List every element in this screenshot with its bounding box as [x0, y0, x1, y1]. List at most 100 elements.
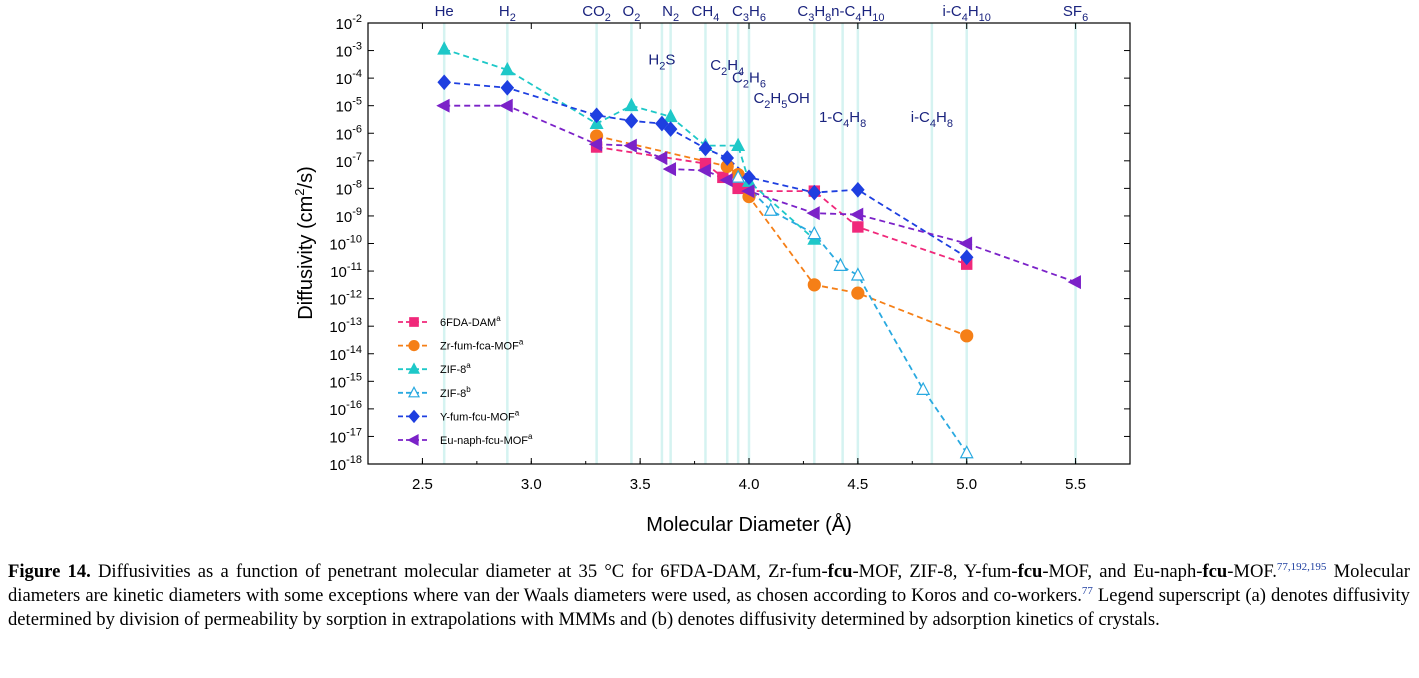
series-lines: [443, 48, 1076, 454]
data-point: [624, 97, 639, 112]
data-point: [851, 286, 865, 300]
series-line-y-fum-fcu-mof-a: [444, 81, 968, 259]
y-tick-label: 10-5: [336, 96, 362, 116]
series-line-zr-fum-fca-mof-a: [596, 135, 968, 337]
data-point: [849, 207, 864, 222]
data-point: [697, 163, 711, 178]
data-point: [959, 249, 974, 266]
caption-bold-3: fcu: [1202, 561, 1228, 582]
y-tick-label: 10-14: [329, 344, 362, 364]
y-axis-title: Diffusivity (cm2/s): [292, 166, 317, 320]
caption-text-1: Diffusivities as a function of penetrant…: [90, 561, 828, 582]
data-point: [731, 137, 746, 152]
legend-marker: [408, 340, 420, 352]
data-point: [663, 108, 678, 123]
y-tick-label: 10-7: [336, 151, 362, 171]
data-point: [698, 140, 713, 157]
legend-label: Eu-naph-fcu-MOFa: [440, 432, 533, 447]
data-point: [732, 182, 744, 195]
caption-text-5: Molecular diameters are kinetic diameter…: [8, 561, 1410, 606]
data-point: [807, 184, 822, 201]
data-point: [959, 445, 974, 459]
y-tick-label: 10-2: [336, 13, 362, 33]
y-tick-label: 10-4: [336, 68, 362, 88]
data-point: [1067, 275, 1081, 290]
data-point: [833, 257, 848, 271]
legend-label: ZIF-8a: [440, 361, 471, 376]
caption-bold-2: fcu: [1017, 561, 1043, 582]
x-tick-label: 3.5: [630, 476, 651, 493]
data-point: [960, 329, 974, 343]
x-tick-label: 4.5: [847, 476, 868, 493]
figure-caption: Figure 14. Diffusivities as a function o…: [8, 560, 1410, 632]
gas-label-inner: i-C4H8: [911, 109, 953, 130]
gas-label-inner: C2H4: [710, 57, 744, 78]
gas-labels-top: He H2 CO2 O2 N2 CH4 C3H6 C3H8 n-C4H10 i-C4H10 SF6: [435, 3, 1089, 24]
caption-text-4: -MOF.: [1227, 561, 1277, 582]
gas-label-top: N2: [662, 3, 679, 24]
data-point: [500, 61, 515, 76]
data-point: [741, 184, 755, 199]
data-point: [655, 115, 669, 132]
y-tick-label: 10-8: [336, 178, 362, 198]
legend-marker: [408, 409, 420, 424]
gas-label-top: SF6: [1063, 3, 1088, 24]
caption-refs-2[interactable]: 77: [1081, 584, 1093, 597]
legend-label: ZIF-8b: [440, 385, 471, 400]
legend-marker: [409, 317, 419, 327]
data-point: [624, 113, 639, 129]
y-tick-label: 10-6: [336, 123, 362, 143]
caption-bold-1: fcu: [827, 561, 853, 582]
caption-text-2: -MOF, ZIF-8, Y-fum-: [852, 561, 1018, 582]
data-point: [958, 236, 973, 251]
data-point: [763, 202, 778, 216]
gas-reference-lines: [442, 23, 1077, 464]
legend-marker: [408, 386, 420, 398]
data-point: [589, 107, 604, 124]
x-tick-label: 4.0: [739, 476, 760, 493]
data-point: [851, 181, 865, 198]
caption-text-6: Legend superscript (a) denotes diffusivi…: [8, 585, 1410, 630]
legend-marker: [408, 362, 420, 374]
x-tick-label: 2.5: [412, 476, 433, 493]
x-tick-label: 3.0: [521, 476, 542, 493]
data-point: [663, 121, 678, 137]
data-point: [807, 278, 821, 292]
gas-label-top: i-C4H10: [943, 3, 991, 24]
data-point: [852, 221, 864, 233]
series-line-eu-naph-fcu-mof-a: [444, 104, 1076, 283]
y-tick-label: 10-17: [329, 426, 362, 446]
y-tick-label: 10-11: [330, 261, 362, 281]
data-point: [499, 98, 513, 113]
data-point: [720, 150, 735, 166]
gas-label-inner: C2H5OH: [753, 90, 809, 111]
y-tick-label: 10-15: [329, 371, 362, 391]
data-point: [731, 169, 746, 183]
data-point: [662, 162, 677, 177]
gas-label-top: CO2: [582, 3, 611, 24]
legend-marker: [407, 434, 419, 446]
caption-refs-1[interactable]: 77,192,195: [1276, 560, 1327, 573]
legend-label: Zr-fum-fca-MOFa: [440, 338, 524, 353]
diffusivity-chart: 2.5 3.0 3.5 4.0 4.5 5.0 5.5 10-2 10-3 10-4 10-5 10-…: [292, 3, 1131, 536]
legend: 6FDA-DAMa Zr-fum-fca-MOFa ZIF-8a ZIF-8b Y-fu…: [398, 314, 533, 447]
series-markers: [436, 41, 1081, 459]
y-tick-label: 10-16: [329, 399, 362, 419]
data-point: [850, 267, 865, 281]
data-point: [806, 206, 820, 221]
data-point: [437, 41, 452, 55]
data-point: [916, 381, 931, 395]
gas-label-top: H2: [499, 3, 516, 24]
y-tick-label: 10-9: [336, 206, 362, 226]
gas-label-top: He: [435, 3, 454, 20]
y-tick-label: 10-3: [336, 41, 362, 61]
data-point: [500, 79, 515, 96]
gas-label-inner: C2H6: [732, 69, 766, 90]
legend-label: Y-fum-fcu-MOFa: [440, 408, 520, 423]
data-point: [654, 151, 668, 166]
x-tick-label: 5.0: [956, 476, 977, 493]
gas-label-top: C3H6: [732, 3, 766, 24]
data-point: [588, 137, 603, 152]
caption-text-3: -MOF, and Eu-naph-: [1042, 561, 1203, 582]
